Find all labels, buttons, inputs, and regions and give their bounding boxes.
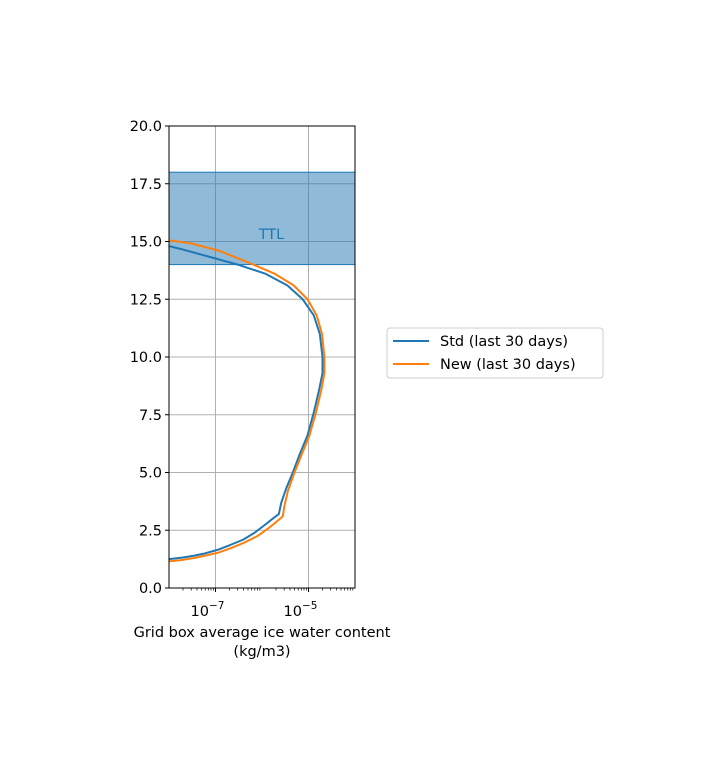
x-tick-label: 10−7 — [191, 600, 225, 620]
x-tick-label: 10−5 — [284, 600, 318, 620]
y-tick-label: 17.5 — [130, 177, 162, 193]
y-tick-label: 2.5 — [139, 523, 162, 539]
y-tick-label: 0.0 — [139, 581, 162, 597]
tick-layer: 0.0 2.5 5.0 7.5 10.0 12.5 15.0 17.5 20.0 10−7 10−5 — [130, 119, 354, 620]
legend-label: Std (last 30 days) — [440, 334, 568, 350]
ttl-band-label: TTL — [258, 227, 285, 243]
series-line — [169, 245, 324, 561]
legend-box — [386, 327, 604, 379]
legend: Std (last 30 days) New (last 30 days) — [386, 327, 604, 379]
y-tick-label: 10.0 — [130, 350, 162, 366]
x-axis-label-line1: Grid box average ice water content — [134, 625, 391, 641]
y-tick-label: 20.0 — [130, 119, 162, 135]
y-tick-label: 5.0 — [139, 466, 162, 482]
y-tick-label: 7.5 — [139, 408, 162, 424]
legend-items: Std (last 30 days) New (last 30 days) — [393, 334, 576, 373]
y-tick-label: 12.5 — [130, 292, 162, 308]
series-layer — [169, 239, 326, 563]
legend-label: New (last 30 days) — [440, 357, 576, 373]
series-line — [169, 239, 326, 563]
x-axis-label-line2: (kg/m3) — [233, 644, 290, 660]
y-tick-label: 15.0 — [130, 235, 162, 251]
ttl-band — [168, 171, 356, 266]
band-layer: TTL — [168, 171, 356, 266]
